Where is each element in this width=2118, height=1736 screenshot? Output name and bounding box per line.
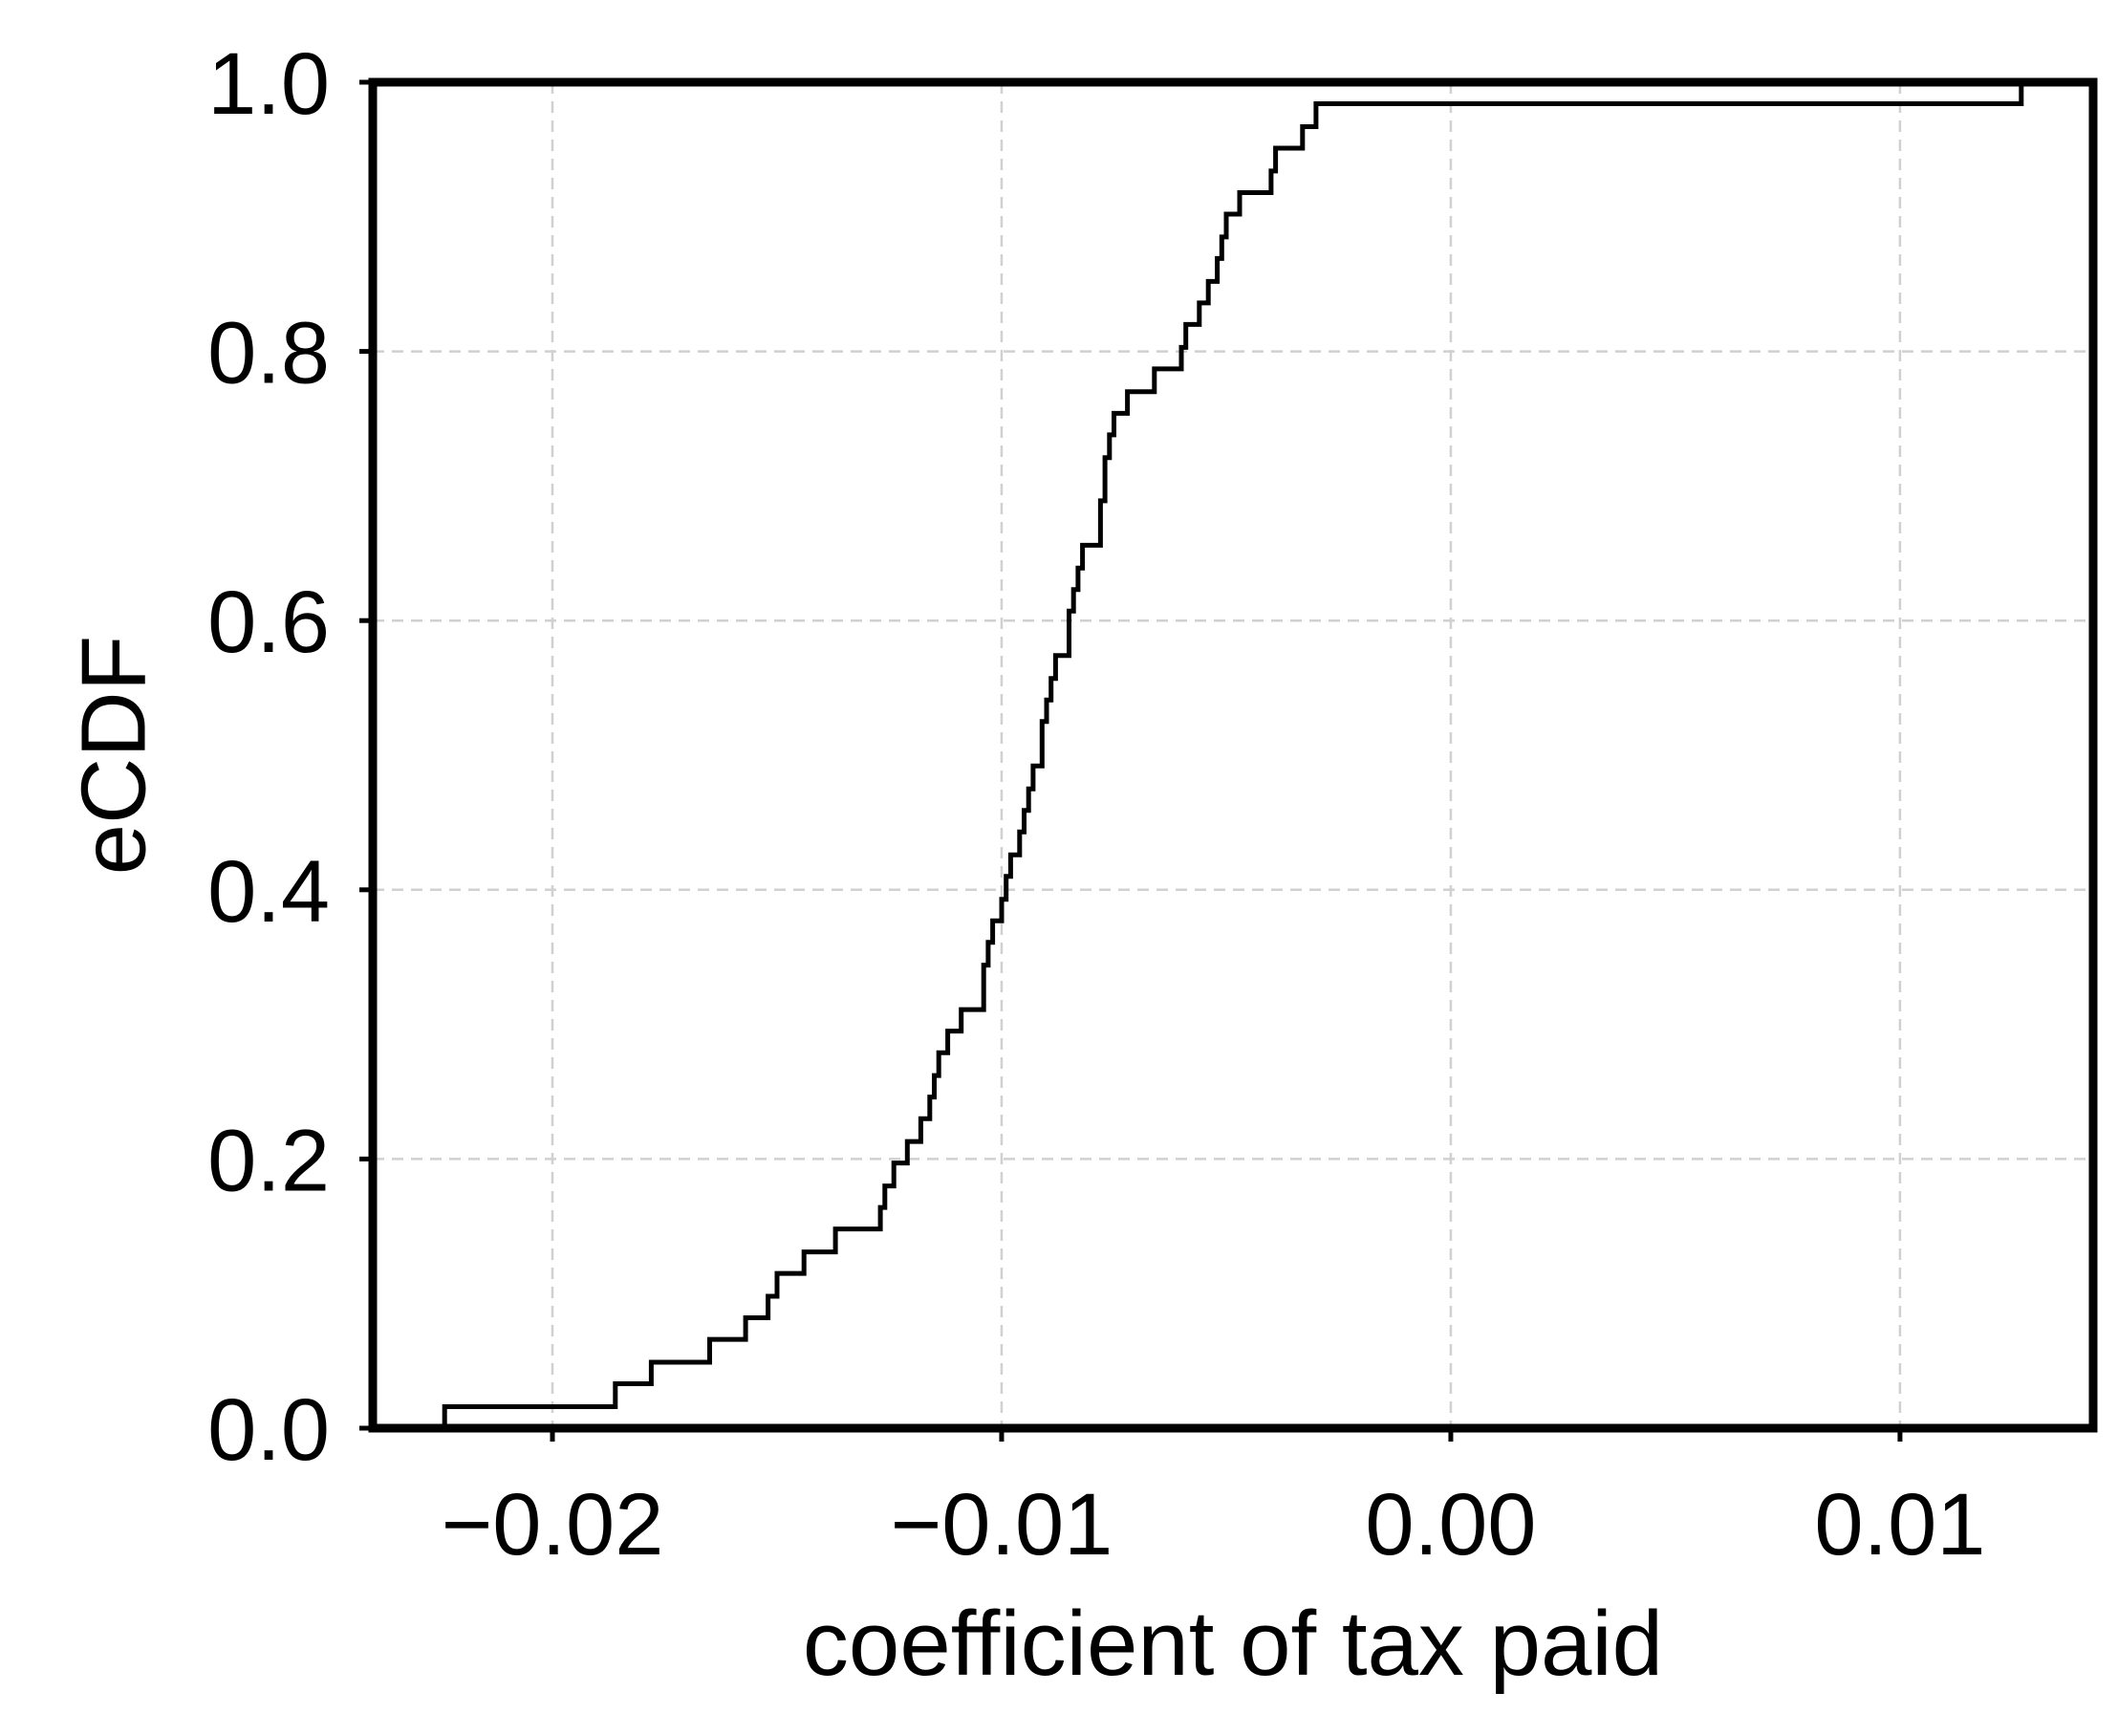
- x-tick-label: −0.01: [891, 1476, 1113, 1573]
- ecdf-step-line: [442, 82, 2024, 1428]
- grid-lines: [373, 82, 2093, 1428]
- y-tick-label: 0.2: [207, 1112, 330, 1209]
- x-tick-label: 0.00: [1365, 1476, 1536, 1573]
- y-axis-label: eCDF: [63, 636, 165, 876]
- y-tick-label: 0.4: [207, 843, 330, 941]
- y-tick-label: 0.6: [207, 574, 330, 671]
- x-tick-label: 0.01: [1814, 1476, 1985, 1573]
- plot-frame: [368, 77, 2098, 1433]
- y-tick-label: 0.8: [207, 305, 330, 402]
- tick-labels: −0.02 −0.01 0.00 0.01 0.0 0.2 0.4 0.6 0.8 1.0: [207, 35, 1985, 1573]
- x-tick-label: −0.02: [442, 1476, 664, 1573]
- x-axis-label: coefficient of tax paid: [803, 1593, 1663, 1695]
- y-tick-label: 1.0: [207, 35, 330, 133]
- axis-ticks: [359, 79, 1903, 1442]
- y-tick-label: 0.0: [207, 1381, 330, 1479]
